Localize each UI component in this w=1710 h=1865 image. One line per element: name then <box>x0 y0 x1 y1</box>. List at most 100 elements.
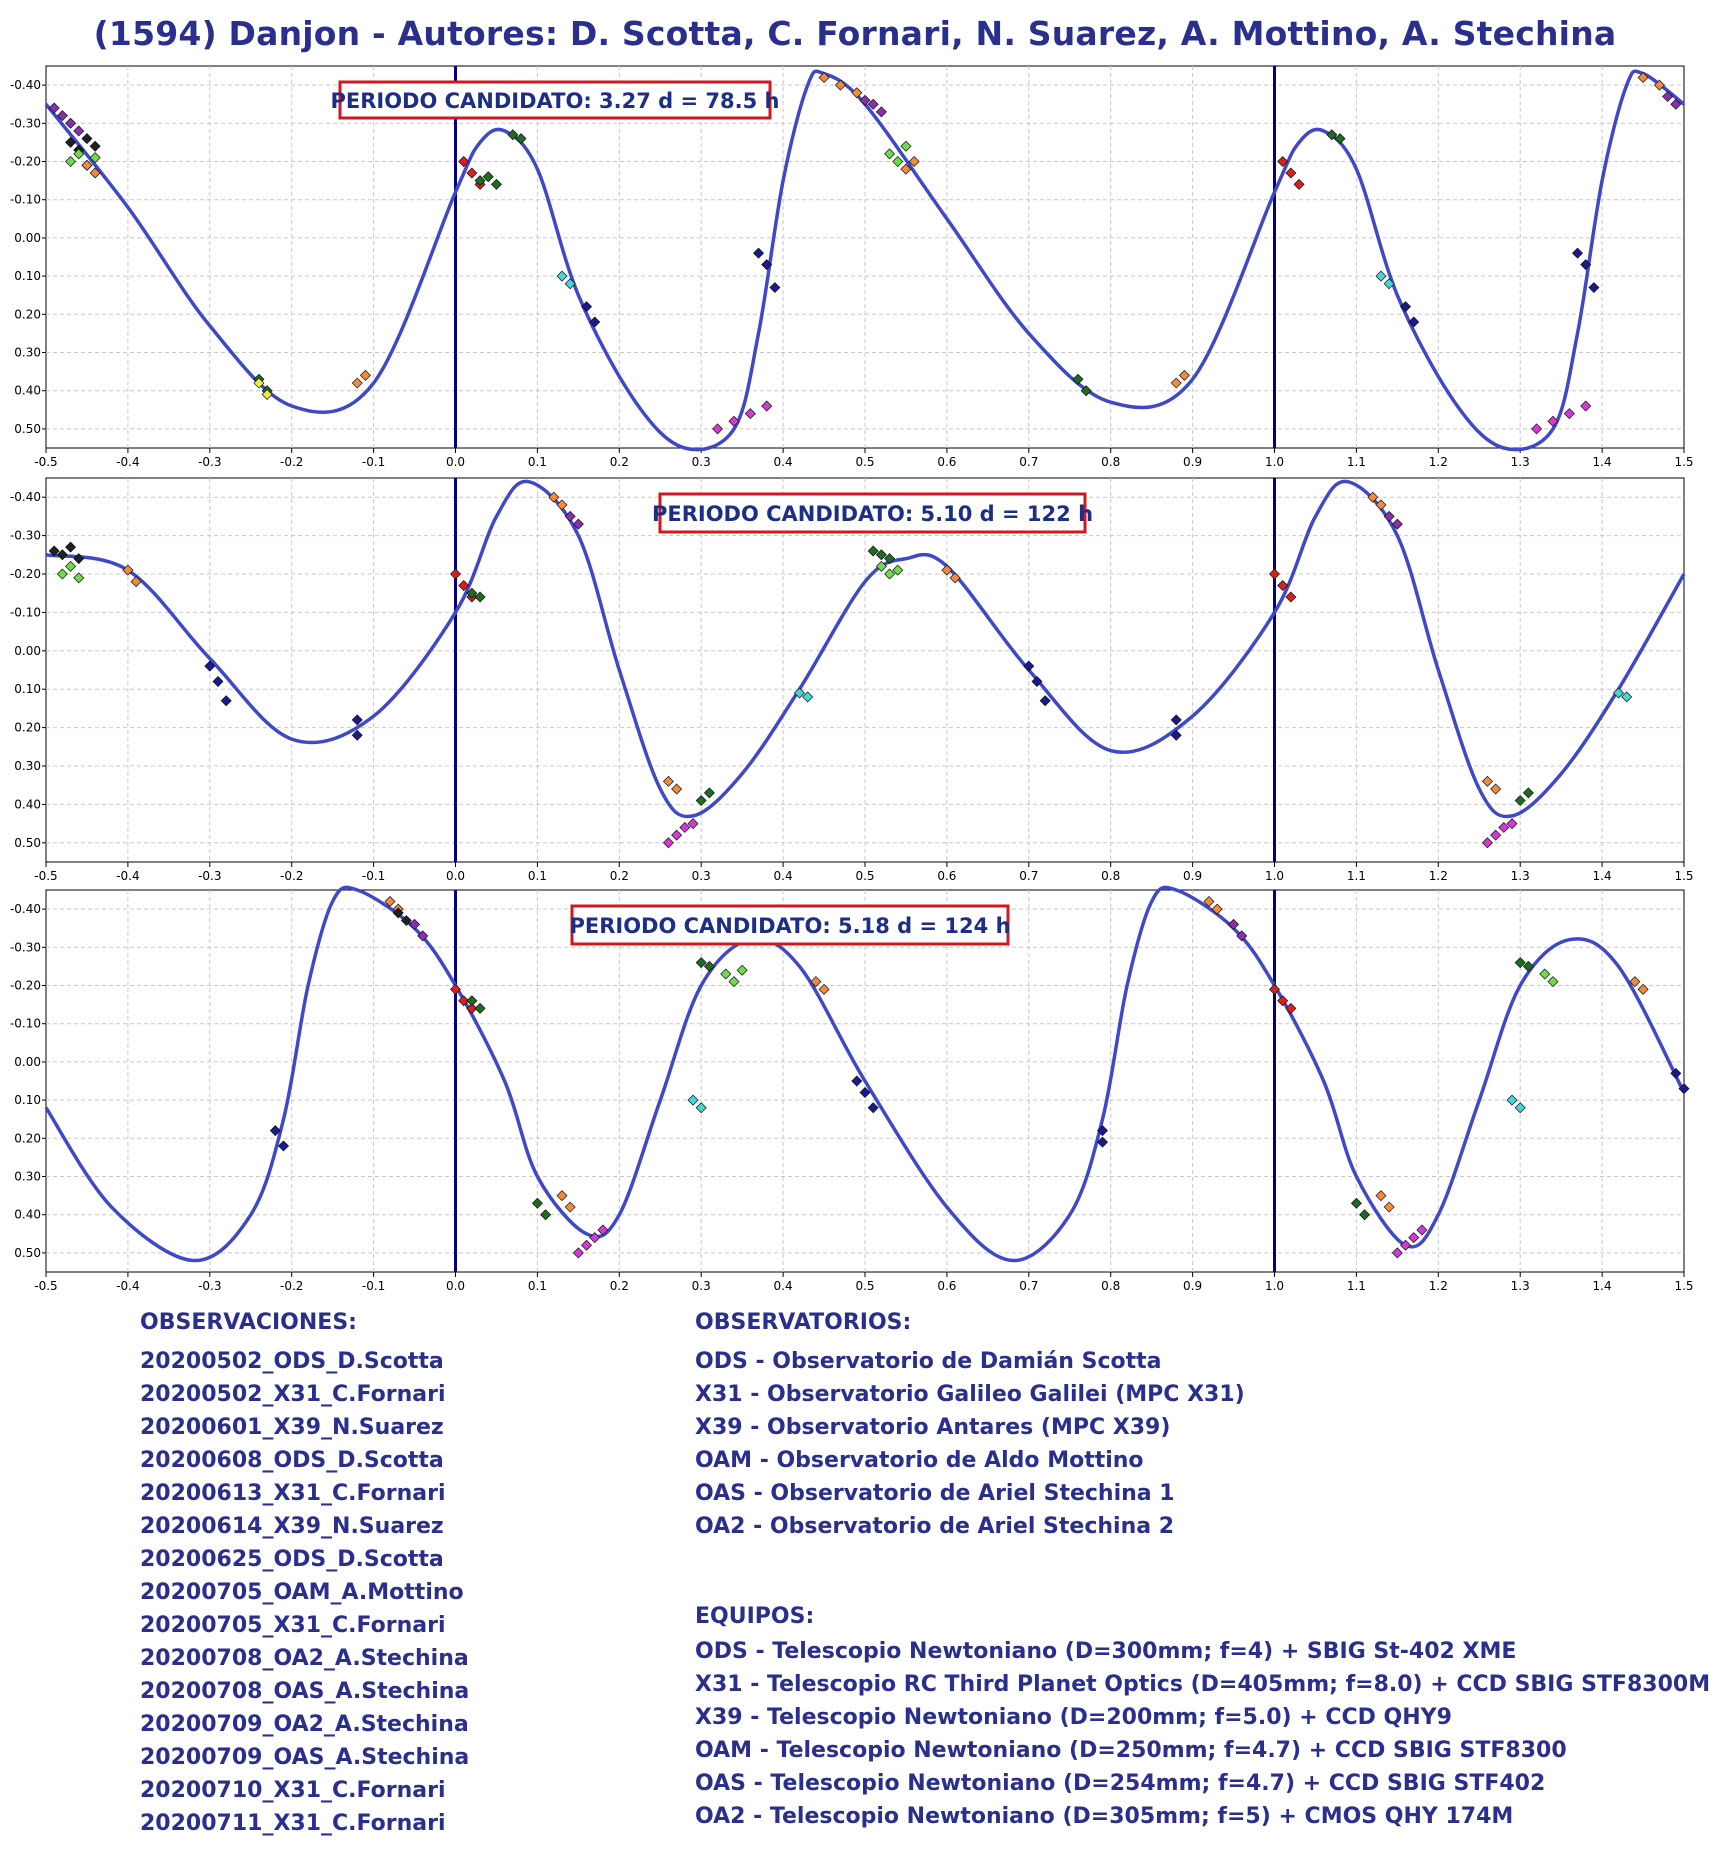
data-point <box>1580 400 1592 412</box>
data-point <box>548 491 560 503</box>
data-point <box>859 1086 871 1098</box>
y-tick-label: 0.30 <box>14 1170 41 1184</box>
data-point <box>1391 518 1403 530</box>
x-tick-label: 0.2 <box>610 869 629 883</box>
x-tick-label: -0.3 <box>198 1279 221 1293</box>
observacion-item: 20200710_X31_C.Fornari <box>140 1778 446 1803</box>
data-point <box>278 1140 290 1152</box>
data-point <box>351 377 363 389</box>
y-tick-label: 0.00 <box>14 644 41 658</box>
x-tick-label: 0.4 <box>774 1279 793 1293</box>
data-point <box>1481 775 1493 787</box>
data-point <box>81 133 93 145</box>
data-point <box>450 983 461 995</box>
data-point <box>56 568 68 580</box>
lightcurve-charts: -0.5 -0.4 -0.3 -0.2 -0.1 0.0 0.1 0.2 0.3 0.4 0.5 0.… <box>10 65 1694 1293</box>
data-point <box>466 1002 478 1014</box>
data-point <box>703 787 715 799</box>
data-point <box>1531 423 1543 435</box>
data-point <box>1580 259 1592 271</box>
data-point <box>581 301 593 313</box>
data-point <box>1031 676 1043 688</box>
data-point <box>1277 995 1289 1007</box>
x-tick-label: 0.2 <box>610 455 629 469</box>
x-tick-label: -0.2 <box>280 455 303 469</box>
x-tick-label: -0.4 <box>116 869 139 883</box>
data-point <box>1514 795 1526 807</box>
equipo-item: OAM - Telescopio Newtoniano (D=250mm; f=… <box>695 1738 1567 1763</box>
observacion-item: 20200705_OAM_A.Mottino <box>140 1580 464 1605</box>
data-point <box>1539 968 1551 980</box>
x-tick-label: 0.1 <box>528 1279 547 1293</box>
x-tick-label: 0.8 <box>1101 455 1120 469</box>
data-point <box>1522 787 1534 799</box>
y-tick-label: 0.40 <box>14 1208 41 1222</box>
y-tick-label: -0.10 <box>10 193 41 207</box>
data-point <box>1039 695 1051 707</box>
observacion-item: 20200709_OA2_A.Stechina <box>140 1712 469 1737</box>
y-tick-label: -0.30 <box>10 529 41 543</box>
data-point <box>1375 270 1387 282</box>
y-tick-label: 0.40 <box>14 797 41 811</box>
data-point <box>1547 976 1559 988</box>
y-tick-label: 0.30 <box>14 759 41 773</box>
data-point <box>515 133 527 145</box>
data-point <box>1653 79 1665 91</box>
y-tick-label: 0.10 <box>14 1093 41 1107</box>
x-tick-label: 0.5 <box>855 455 874 469</box>
y-tick-label: 0.00 <box>14 1055 41 1069</box>
data-point <box>859 94 871 106</box>
lightcurve-panel-3: -0.5 -0.4 -0.3 -0.2 -0.1 0.0 0.1 0.2 0.3 0.4 0.5 0.… <box>10 885 1694 1293</box>
y-tick-label: -0.40 <box>10 490 41 504</box>
data-point <box>875 106 887 118</box>
data-point <box>65 541 77 553</box>
data-point <box>474 1002 486 1014</box>
data-point <box>589 1232 601 1244</box>
x-tick-label: -0.2 <box>280 869 303 883</box>
period-candidate-label: PERIODO CANDIDATO: 3.27 d = 78.5 h <box>330 89 779 113</box>
x-tick-label: 1.1 <box>1347 1279 1366 1293</box>
x-tick-label: 0.0 <box>446 1279 465 1293</box>
data-point <box>1400 1239 1412 1251</box>
data-point <box>204 660 216 672</box>
data-point <box>851 87 863 99</box>
data-point <box>65 156 77 167</box>
observacion-item: 20200708_OA2_A.Stechina <box>140 1646 469 1671</box>
data-point <box>73 572 85 584</box>
data-point <box>1416 1224 1428 1236</box>
y-tick-label: 0.40 <box>14 384 41 398</box>
data-point <box>581 1239 593 1251</box>
data-point <box>851 1075 863 1087</box>
data-point <box>73 148 85 160</box>
x-tick-label: 1.0 <box>1265 869 1284 883</box>
y-tick-label: 0.50 <box>14 422 41 436</box>
observacion-item: 20200613_X31_C.Fornari <box>140 1481 446 1506</box>
data-point <box>671 783 683 795</box>
x-tick-label: 1.2 <box>1429 455 1448 469</box>
data-point <box>728 415 740 427</box>
data-point <box>1563 408 1575 420</box>
data-point <box>1203 895 1215 907</box>
data-point <box>482 171 494 183</box>
x-tick-label: 1.1 <box>1347 455 1366 469</box>
data-point <box>556 499 568 511</box>
data-point <box>867 98 879 110</box>
data-point <box>1629 976 1641 988</box>
data-point <box>1277 580 1289 592</box>
data-point <box>1383 278 1395 290</box>
data-point <box>65 117 77 129</box>
data-point <box>900 163 912 175</box>
data-point <box>753 247 765 259</box>
x-tick-label: 0.8 <box>1101 869 1120 883</box>
data-point <box>818 71 830 83</box>
y-tick-label: -0.40 <box>10 78 41 92</box>
period-candidate-box <box>338 80 772 120</box>
lightcurve-panel-1: -0.5 -0.4 -0.3 -0.2 -0.1 0.0 0.1 0.2 0.3 0.4 0.5 0.… <box>10 65 1694 469</box>
data-point <box>417 930 429 942</box>
data-point <box>1588 282 1600 294</box>
x-tick-label: -0.2 <box>280 1279 303 1293</box>
data-point <box>1375 1190 1387 1202</box>
data-point <box>867 545 879 557</box>
observacion-item: 20200502_ODS_D.Scotta <box>140 1349 444 1374</box>
x-tick-label: 0.3 <box>692 455 711 469</box>
